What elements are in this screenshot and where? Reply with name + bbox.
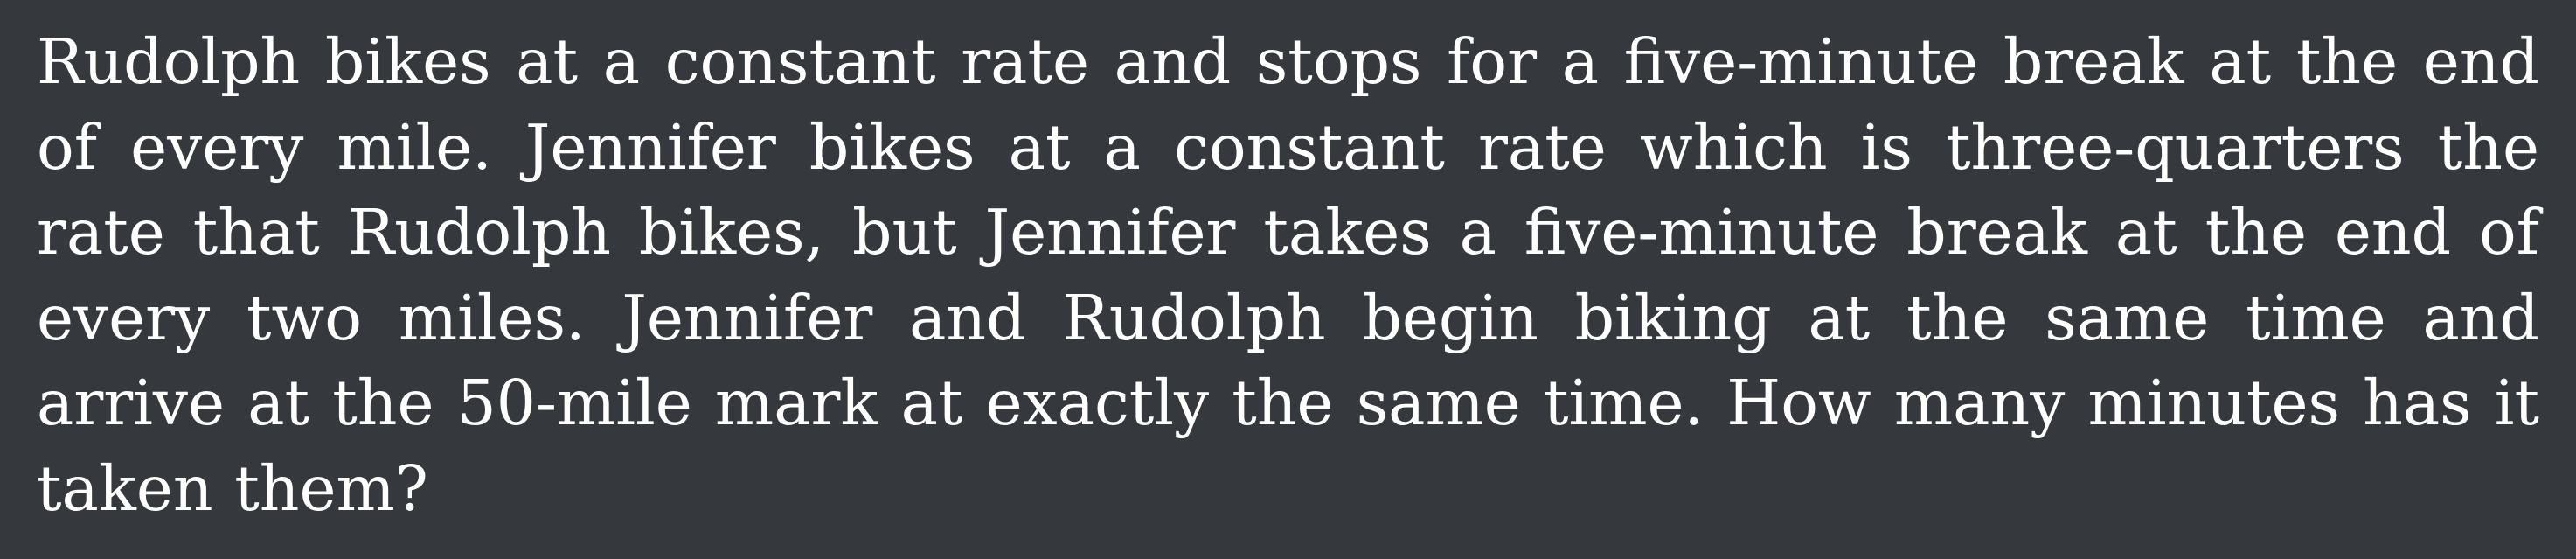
problem-statement: Rudolph bikes at a constant rate and sto…	[37, 25, 2539, 525]
